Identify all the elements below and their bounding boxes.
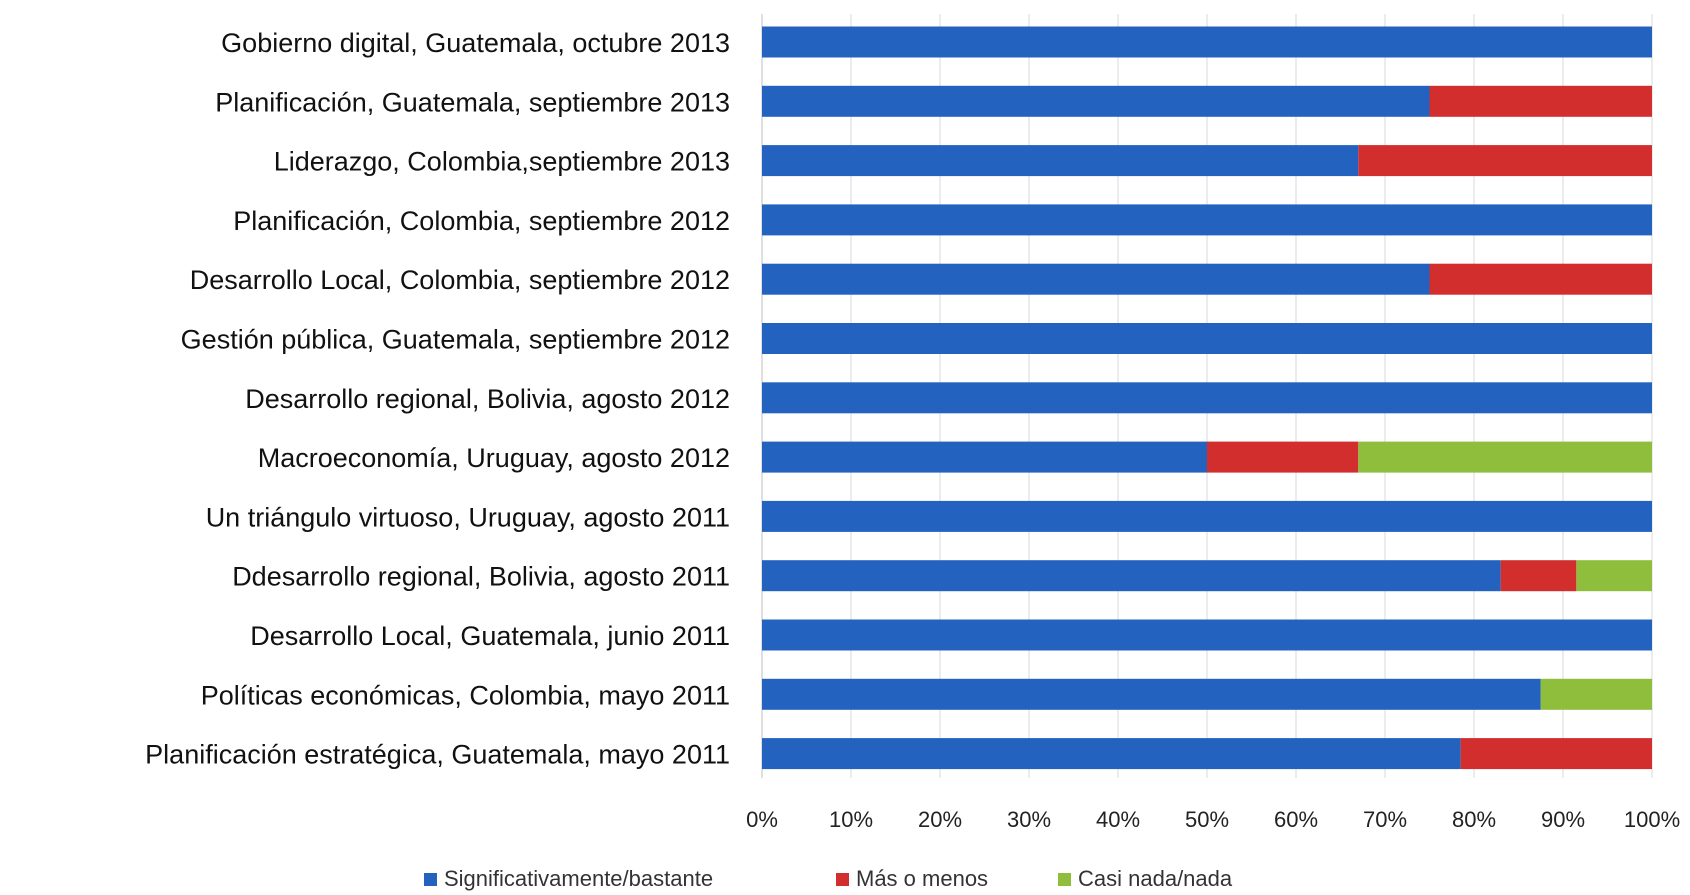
bar-segment <box>762 263 1430 295</box>
legend-label: Más o menos <box>856 866 988 891</box>
legend-label: Significativamente/bastante <box>444 866 713 891</box>
bar-segment <box>1460 738 1652 770</box>
category-label: Ddesarrollo regional, Bolivia, agosto 20… <box>232 562 730 592</box>
bar-segment <box>1576 560 1652 592</box>
bar-segment <box>1207 441 1359 473</box>
x-tick-label: 80% <box>1452 807 1496 832</box>
bar-segment <box>1429 263 1652 295</box>
bar-segment <box>1429 85 1652 117</box>
bar-segment <box>762 560 1501 592</box>
bar-segment <box>762 382 1652 414</box>
bar-segment <box>762 441 1207 473</box>
bar-segment <box>762 26 1652 58</box>
bar-segment <box>762 619 1652 651</box>
bar-segment <box>762 85 1430 117</box>
bar-segment <box>762 204 1652 236</box>
category-label: Desarrollo Local, Guatemala, junio 2011 <box>250 621 730 651</box>
legend-swatch <box>424 873 437 886</box>
x-tick-label: 0% <box>746 807 778 832</box>
bar-segment <box>1500 560 1577 592</box>
x-tick-label: 30% <box>1007 807 1051 832</box>
bar-segment <box>762 145 1359 177</box>
x-tick-label: 20% <box>918 807 962 832</box>
x-tick-label: 70% <box>1363 807 1407 832</box>
x-tick-label: 60% <box>1274 807 1318 832</box>
category-label: Liderazgo, Colombia,septiembre 2013 <box>274 147 730 177</box>
legend-swatch <box>836 873 849 886</box>
category-label: Planificación estratégica, Guatemala, ma… <box>145 740 730 770</box>
category-label: Planificación, Guatemala, septiembre 201… <box>215 87 730 117</box>
bar-segment <box>1358 441 1652 473</box>
category-label: Macroeconomía, Uruguay, agosto 2012 <box>258 443 730 473</box>
bars <box>762 26 1652 770</box>
category-label: Gobierno digital, Guatemala, octubre 201… <box>221 28 730 58</box>
category-label: Desarrollo regional, Bolivia, agosto 201… <box>245 384 730 414</box>
bar-segment <box>762 678 1541 710</box>
x-tick-label: 100% <box>1624 807 1680 832</box>
legend-swatch <box>1058 873 1071 886</box>
x-tick-label: 40% <box>1096 807 1140 832</box>
x-tick-label: 50% <box>1185 807 1229 832</box>
category-labels: Gobierno digital, Guatemala, octubre 201… <box>145 28 730 770</box>
bar-segment <box>1540 678 1652 710</box>
bar-segment <box>1358 145 1652 177</box>
bar-segment <box>762 738 1461 770</box>
bar-segment <box>762 323 1652 354</box>
category-label: Planificación, Colombia, septiembre 2012 <box>233 206 730 236</box>
category-label: Desarrollo Local, Colombia, septiembre 2… <box>190 265 730 295</box>
bar-segment <box>762 500 1652 532</box>
legend: Significativamente/bastante Más o menos Ca… <box>424 866 1233 891</box>
category-label: Gestión pública, Guatemala, septiembre 2… <box>181 325 730 355</box>
x-tick-labels: 0% 10% 20% 30% 40% 50% 60% 70% 80% 90% 100% <box>746 807 1680 832</box>
category-label: Políticas económicas, Colombia, mayo 201… <box>201 680 730 710</box>
legend-label: Casi nada/nada <box>1078 866 1233 891</box>
x-tick-label: 10% <box>829 807 873 832</box>
x-tick-label: 90% <box>1541 807 1585 832</box>
category-label: Un triángulo virtuoso, Uruguay, agosto 2… <box>206 502 730 532</box>
